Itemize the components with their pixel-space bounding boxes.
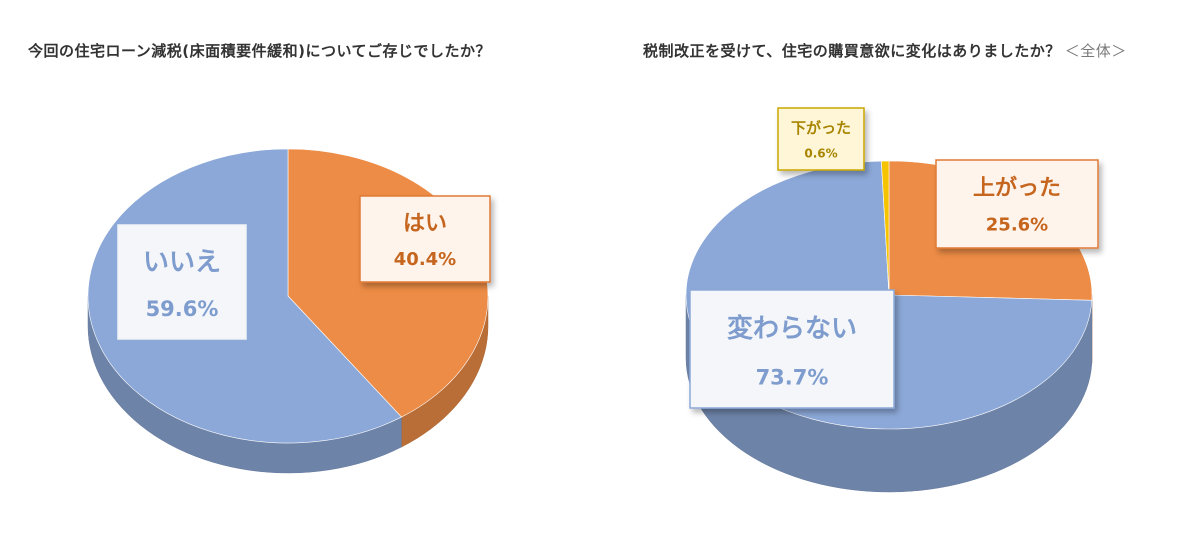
slice-value-label: 40.4%	[394, 249, 456, 270]
slice-category-label: 下がった	[791, 119, 851, 137]
slice-category-label: はい	[403, 211, 447, 236]
label-box	[935, 159, 1099, 249]
slice-value-label: 25.6%	[986, 214, 1048, 235]
chart-2-title: 税制改正を受けて、住宅の購買意欲に変化はありましたか？ ＜全体＞	[643, 40, 1127, 61]
slice-value-label: 73.7%	[756, 365, 829, 389]
slice-label-2: いいえ 59.6%	[117, 224, 247, 340]
slice-label-1: 上がった 25.6%	[935, 159, 1099, 249]
slice-category-label: 変わらない	[727, 313, 857, 344]
label-box	[689, 289, 895, 409]
label-box	[117, 224, 247, 340]
slice-value-label: 59.6%	[146, 297, 219, 321]
slice-category-label: 上がった	[973, 175, 1061, 201]
label-box	[777, 107, 865, 171]
slice-label-3: 下がった 0.6%	[777, 107, 865, 171]
pie-slice-3	[881, 160, 890, 296]
chart-1-title: 今回の住宅ローン減税(床面積要件緩和)についてご存じでしたか？	[28, 42, 492, 60]
chart-2-title-text: 税制改正を受けて、住宅の購買意欲に変化はありましたか？	[643, 42, 1061, 60]
slice-label-1: はい 40.4%	[359, 195, 491, 283]
label-box	[359, 195, 491, 283]
chart-2-title-scope: ＜全体＞	[1064, 42, 1127, 60]
slice-category-label: いいえ	[143, 248, 221, 278]
slice-label-2: 変わらない 73.7%	[689, 289, 895, 409]
slice-value-label: 0.6%	[804, 147, 837, 161]
